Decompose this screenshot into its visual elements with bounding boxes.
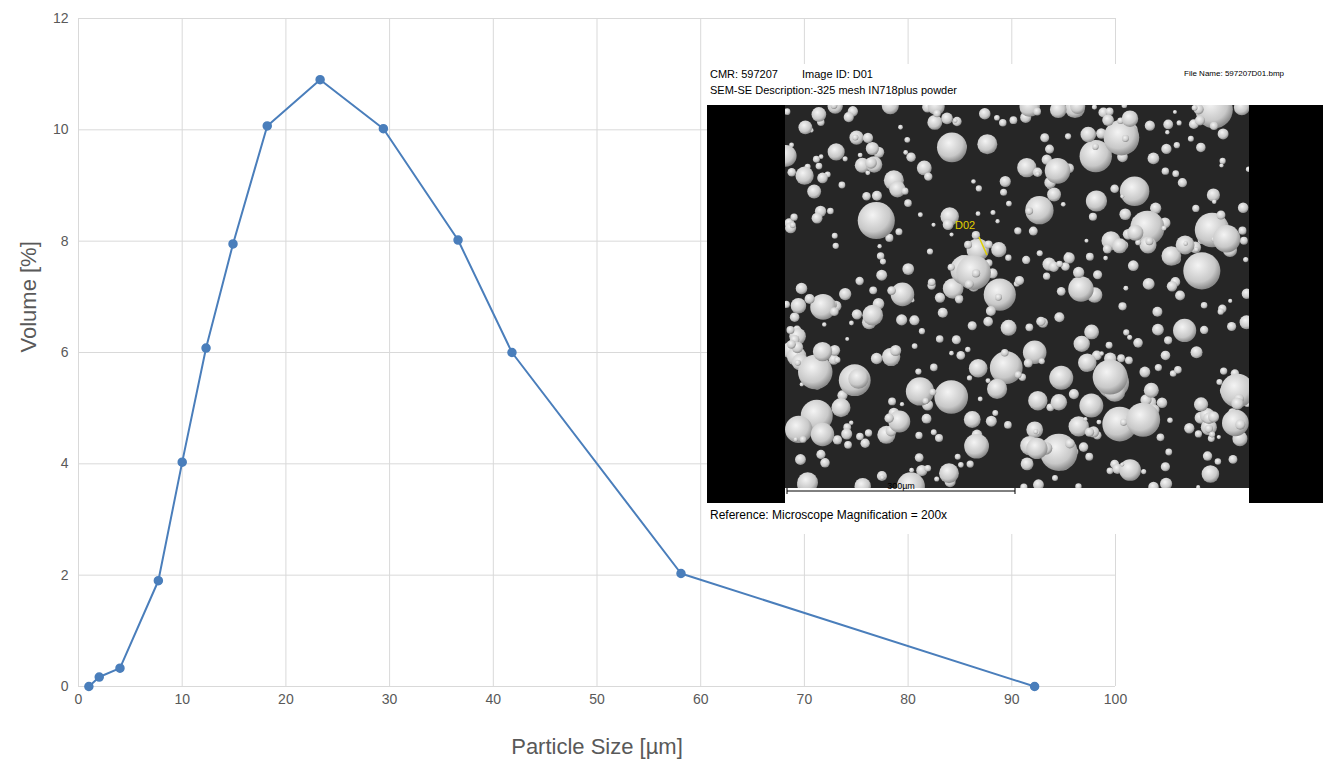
html-text:Image ID: D01: Image ID: D01 bbox=[802, 68, 873, 80]
svg-text:300µm: 300µm bbox=[887, 481, 915, 491]
svg-text:4: 4 bbox=[61, 455, 69, 471]
html-text:SEM-SE Description:-325 mesh I: SEM-SE Description:-325 mesh IN718plus p… bbox=[710, 84, 957, 96]
svg-text:70: 70 bbox=[797, 691, 813, 707]
svg-text:D02: D02 bbox=[955, 219, 975, 231]
svg-text:20: 20 bbox=[278, 691, 294, 707]
html-text:Reference: Microscope Magnific: Reference: Microscope Magnification = 20… bbox=[710, 508, 948, 522]
svg-text:Volume [%]: Volume [%] bbox=[16, 241, 41, 352]
svg-text:2: 2 bbox=[61, 567, 69, 583]
svg-text:30: 30 bbox=[382, 691, 398, 707]
svg-text:10: 10 bbox=[174, 691, 190, 707]
svg-text:10: 10 bbox=[53, 121, 69, 137]
svg-text:80: 80 bbox=[900, 691, 916, 707]
svg-text:12: 12 bbox=[53, 10, 69, 26]
html-text:CMR: 597207: CMR: 597207 bbox=[710, 68, 778, 80]
svg-text:0: 0 bbox=[75, 691, 83, 707]
svg-text:Particle Size [µm]: Particle Size [µm] bbox=[511, 734, 683, 759]
svg-text:8: 8 bbox=[61, 233, 69, 249]
svg-text:0: 0 bbox=[61, 678, 69, 694]
svg-text:50: 50 bbox=[589, 691, 605, 707]
svg-text:100: 100 bbox=[1104, 691, 1128, 707]
svg-text:60: 60 bbox=[693, 691, 709, 707]
html-text:File Name: 597207D01.bmp: File Name: 597207D01.bmp bbox=[1184, 69, 1285, 78]
svg-text:6: 6 bbox=[61, 344, 69, 360]
svg-text:40: 40 bbox=[486, 691, 502, 707]
svg-text:90: 90 bbox=[1004, 691, 1020, 707]
